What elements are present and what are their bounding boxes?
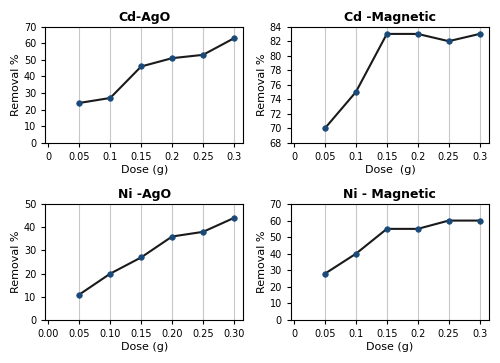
- Y-axis label: Removal %: Removal %: [11, 231, 21, 293]
- Title: Cd-AgO: Cd-AgO: [118, 11, 171, 24]
- Y-axis label: Removal %: Removal %: [256, 53, 266, 116]
- X-axis label: Dose  (g): Dose (g): [364, 164, 416, 175]
- Y-axis label: Removal %: Removal %: [257, 231, 267, 293]
- Title: Ni -AgO: Ni -AgO: [118, 188, 171, 201]
- X-axis label: Dose (g): Dose (g): [120, 164, 168, 175]
- X-axis label: Dose (g): Dose (g): [120, 342, 168, 352]
- Y-axis label: Removal %: Removal %: [11, 53, 21, 116]
- Title: Ni - Magnetic: Ni - Magnetic: [344, 188, 436, 201]
- Title: Cd -Magnetic: Cd -Magnetic: [344, 11, 436, 24]
- X-axis label: Dose (g): Dose (g): [366, 342, 414, 352]
